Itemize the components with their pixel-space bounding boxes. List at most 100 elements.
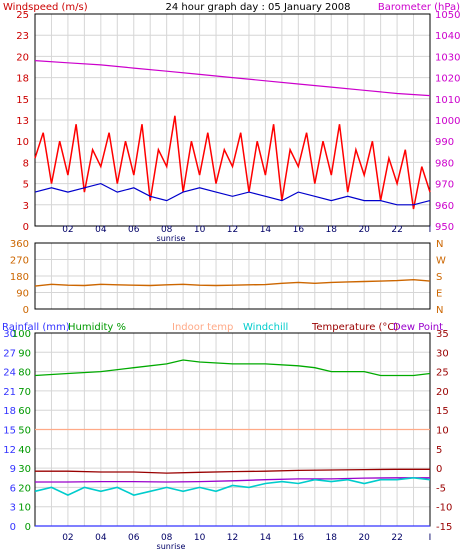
left-ticks-1: 0 3 5 8 10 13 15 18 20 23 25 — [16, 10, 29, 233]
y-tick-label: 15 — [436, 406, 449, 417]
x-tick-label: 22 — [391, 225, 402, 235]
x-tick-label: 08 — [161, 225, 173, 235]
y-tick-label: 18 — [16, 74, 29, 85]
x-ticks-3: 02 04 06 08 10 12 14 16 18 20 22 I — [62, 533, 431, 543]
y-tick-label: 3 — [10, 503, 16, 514]
y-tick-label: 50 — [18, 426, 31, 437]
barometer-axis-label: Barometer (hPa) — [378, 2, 460, 13]
temp-ticks: -15 -10 -5 0 5 10 15 20 25 30 35 — [436, 329, 452, 533]
x-tick-label: I — [429, 533, 432, 543]
y-tick-label: 270 — [10, 256, 29, 267]
x-tick-label: 04 — [95, 225, 107, 235]
y-tick-label: 70 — [18, 387, 31, 398]
x-tick-label: 18 — [326, 533, 338, 543]
x-tick-label: 14 — [260, 533, 272, 543]
y-tick-label: 30 — [18, 464, 31, 475]
y-tick-label: 24 — [3, 368, 16, 379]
y-tick-label: 90 — [18, 348, 31, 359]
y-tick-label: 23 — [16, 31, 29, 42]
y-tick-label: 990 — [435, 137, 454, 148]
left-ticks-2: 0 90 180 270 360 — [10, 239, 29, 316]
y-tick-label: 10 — [18, 503, 31, 514]
y-tick-label: 1030 — [435, 52, 460, 63]
legend-humidity: Humidity % — [68, 322, 126, 333]
plot-frame-1 — [34, 13, 431, 227]
y-tick-label: 0 — [25, 522, 31, 533]
x-tick-label: 10 — [194, 225, 206, 235]
y-tick-label: 40 — [18, 445, 31, 456]
legend-temperature: Temperature (°C) — [311, 322, 398, 333]
sunrise-label-1: sunrise — [157, 234, 186, 243]
x-tick-label: 20 — [358, 225, 370, 235]
x-tick-label: 20 — [358, 533, 370, 543]
x-tick-label: 22 — [391, 533, 402, 543]
rain-ticks: 0 3 6 9 12 15 18 21 24 27 30 — [3, 329, 16, 533]
y-tick-label: 10 — [16, 137, 29, 148]
y-tick-label: 18 — [3, 406, 16, 417]
temperature-line — [35, 468, 430, 474]
y-tick-label: 5 — [23, 180, 29, 191]
x-tick-label: 02 — [62, 225, 73, 235]
y-tick-label: 0 — [23, 305, 29, 316]
y-tick-label: 970 — [435, 180, 454, 191]
x-tick-label: 08 — [161, 533, 173, 543]
grid-2 — [35, 243, 431, 309]
y-tick-label: 15 — [16, 95, 29, 106]
x-tick-label: 10 — [194, 533, 206, 543]
x-tick-label: 12 — [227, 533, 238, 543]
y-tick-label: 0 — [23, 222, 29, 233]
y-tick-label: -5 — [436, 483, 446, 494]
y-tick-label: 1000 — [435, 116, 460, 127]
sunrise-label-3: sunrise — [157, 542, 186, 551]
y-tick-label: 980 — [435, 158, 454, 169]
y-tick-label: 3 — [23, 201, 29, 212]
y-tick-label: 27 — [3, 348, 16, 359]
y-tick-label: 6 — [10, 483, 16, 494]
y-tick-label: 90 — [16, 289, 29, 300]
wind_gust-line — [34, 115, 431, 210]
legend-rainfall: Rainfall (mm) — [2, 322, 70, 333]
y-tick-label: N — [436, 305, 443, 316]
x-tick-label: 16 — [293, 225, 305, 235]
y-tick-label: 12 — [3, 445, 16, 456]
y-tick-label: 9 — [10, 464, 16, 475]
x-tick-label: 18 — [326, 225, 338, 235]
dew_point-line — [35, 477, 430, 483]
y-tick-label: 1050 — [435, 10, 460, 21]
chart-title: 24 hour graph day : 05 January 2008 — [166, 2, 351, 13]
x-tick-label: 06 — [128, 533, 140, 543]
temperature-panel: Rainfall (mm) Humidity % Indoor temp Win… — [2, 322, 452, 551]
x-tick-label: I — [429, 225, 432, 235]
x-tick-label: 04 — [95, 533, 107, 543]
x-tick-label: 02 — [62, 533, 73, 543]
y-tick-label: 1010 — [435, 95, 460, 106]
x-tick-label: 12 — [227, 225, 238, 235]
y-tick-label: S — [436, 272, 442, 283]
barometer-line — [34, 60, 431, 97]
y-tick-label: 0 — [10, 522, 16, 533]
y-tick-label: 960 — [435, 201, 454, 212]
y-tick-label: N — [436, 239, 443, 250]
x-tick-label: 14 — [260, 225, 272, 235]
legend-windchill: Windchill — [243, 322, 288, 333]
windspeed-axis-label: Windspeed (m/s) — [3, 2, 88, 13]
y-tick-label: W — [436, 256, 446, 267]
y-tick-label: 1020 — [435, 74, 460, 85]
y-tick-label: -15 — [436, 522, 452, 533]
plot-frame-2 — [34, 242, 431, 310]
y-tick-label: 20 — [436, 387, 449, 398]
y-tick-label: 5 — [436, 445, 442, 456]
y-tick-label: E — [436, 289, 442, 300]
x-ticks-1: 02 04 06 08 10 12 14 16 18 20 22 I — [62, 225, 431, 235]
y-tick-label: 25 — [436, 368, 449, 379]
wind_avg-line — [34, 182, 431, 206]
wind-pressure-panel: Windspeed (m/s) 24 hour graph day : 05 J… — [3, 2, 460, 243]
y-tick-label: 35 — [436, 329, 449, 340]
y-tick-label: 21 — [3, 387, 16, 398]
y-tick-label: 180 — [10, 272, 29, 283]
series-1 — [34, 60, 431, 210]
y-tick-label: 20 — [16, 52, 29, 63]
